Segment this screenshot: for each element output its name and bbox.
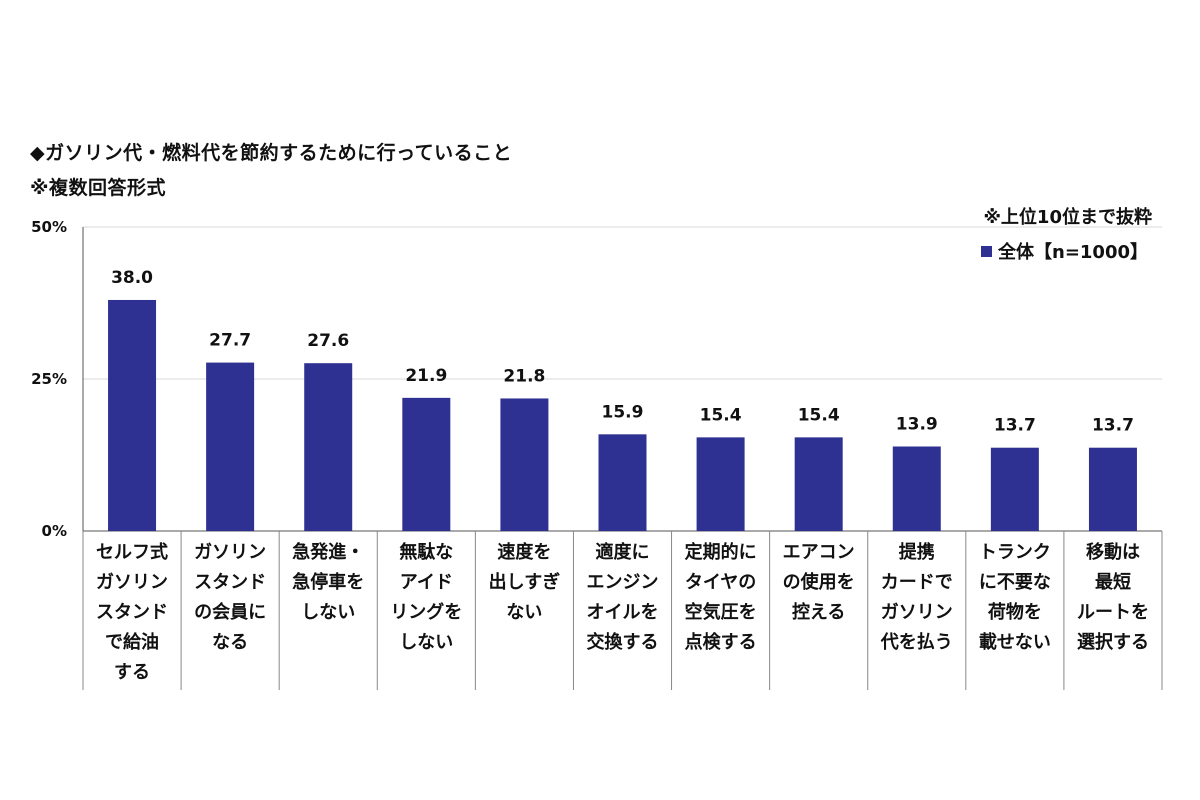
chart-note: ※上位10位まで抜粋 — [983, 207, 1152, 228]
legend: 全体【n=1000】 — [981, 238, 1148, 264]
category-label: 点検する — [685, 631, 757, 653]
category-label: 載せない — [979, 631, 1051, 653]
category-label: の使用を — [783, 572, 855, 593]
bar — [598, 434, 647, 531]
category-label: セルフ式 — [96, 541, 168, 563]
bar — [794, 437, 843, 531]
category-label: ルートを — [1077, 602, 1149, 623]
category-label: スタンド — [194, 572, 266, 593]
y-tick-label: 25% — [31, 370, 67, 388]
category-label: ない — [506, 602, 542, 623]
category-label: カードで — [881, 572, 953, 593]
data-label: 13.7 — [1092, 416, 1134, 436]
category-label: 荷物を — [988, 601, 1042, 623]
data-label: 21.8 — [503, 366, 545, 386]
category-label: の会員に — [194, 601, 266, 623]
category-label: 最短 — [1095, 571, 1131, 593]
category-label: 急停車を — [292, 571, 364, 593]
category-label: で給油 — [105, 631, 159, 653]
chart-subtitle: ※複数回答形式 — [30, 177, 166, 199]
category-label: 交換する — [587, 631, 659, 653]
category-label: タイヤの — [685, 572, 756, 593]
category-label: 選択する — [1077, 632, 1149, 653]
bar — [304, 363, 353, 531]
category-label: ガソリン — [194, 542, 266, 563]
data-label: 13.7 — [994, 416, 1036, 436]
bar — [402, 397, 451, 531]
category-label: 急発進・ — [292, 541, 364, 563]
bar — [990, 447, 1039, 531]
category-label: 控える — [792, 601, 845, 623]
category-label: トランク — [979, 542, 1051, 563]
category-label: オイルを — [587, 602, 659, 623]
legend-label: 全体【n=1000】 — [998, 242, 1148, 263]
data-label: 27.6 — [307, 331, 349, 351]
category-label: しない — [301, 602, 355, 623]
category-label: 空気圧を — [685, 601, 757, 623]
category-label: ガソリン — [881, 602, 953, 623]
bar — [696, 437, 745, 531]
category-label: 代を払う — [880, 631, 953, 653]
category-label: リングを — [390, 601, 462, 623]
data-label: 27.7 — [209, 331, 251, 351]
bar — [500, 398, 549, 531]
category-label: 移動は — [1086, 541, 1140, 563]
data-label: 38.0 — [111, 268, 153, 288]
category-label: なる — [212, 632, 248, 653]
chart-title: ◆ガソリン代・燃料代を節約するために行っていること — [30, 142, 513, 164]
bar — [108, 299, 157, 531]
category-label: 速度を — [497, 541, 551, 563]
category-label: 定期的に — [685, 541, 757, 563]
category-label: に不要な — [979, 572, 1051, 593]
bar — [1088, 447, 1137, 531]
category-label: エンジン — [587, 572, 659, 593]
category-label: 無駄な — [399, 541, 453, 563]
y-tick-label: 50% — [31, 218, 67, 236]
y-tick-label: 0% — [42, 522, 67, 540]
category-label: アイド — [400, 572, 453, 593]
category-label: 適度に — [596, 541, 650, 563]
category-label: スタンド — [96, 602, 168, 623]
data-label: 15.9 — [602, 402, 644, 422]
bar — [892, 446, 941, 531]
data-label: 13.9 — [896, 414, 938, 434]
category-label: 提携 — [899, 541, 935, 563]
category-label: エアコン — [783, 542, 855, 563]
legend-swatch — [981, 245, 992, 257]
data-label: 15.4 — [700, 405, 742, 425]
category-label: しない — [399, 632, 453, 653]
category-label: 出しすぎ — [489, 571, 561, 593]
data-label: 15.4 — [798, 405, 840, 425]
data-label: 21.9 — [405, 366, 447, 386]
bar — [206, 362, 255, 531]
category-label: ガソリン — [96, 572, 168, 593]
category-label: する — [114, 662, 150, 683]
